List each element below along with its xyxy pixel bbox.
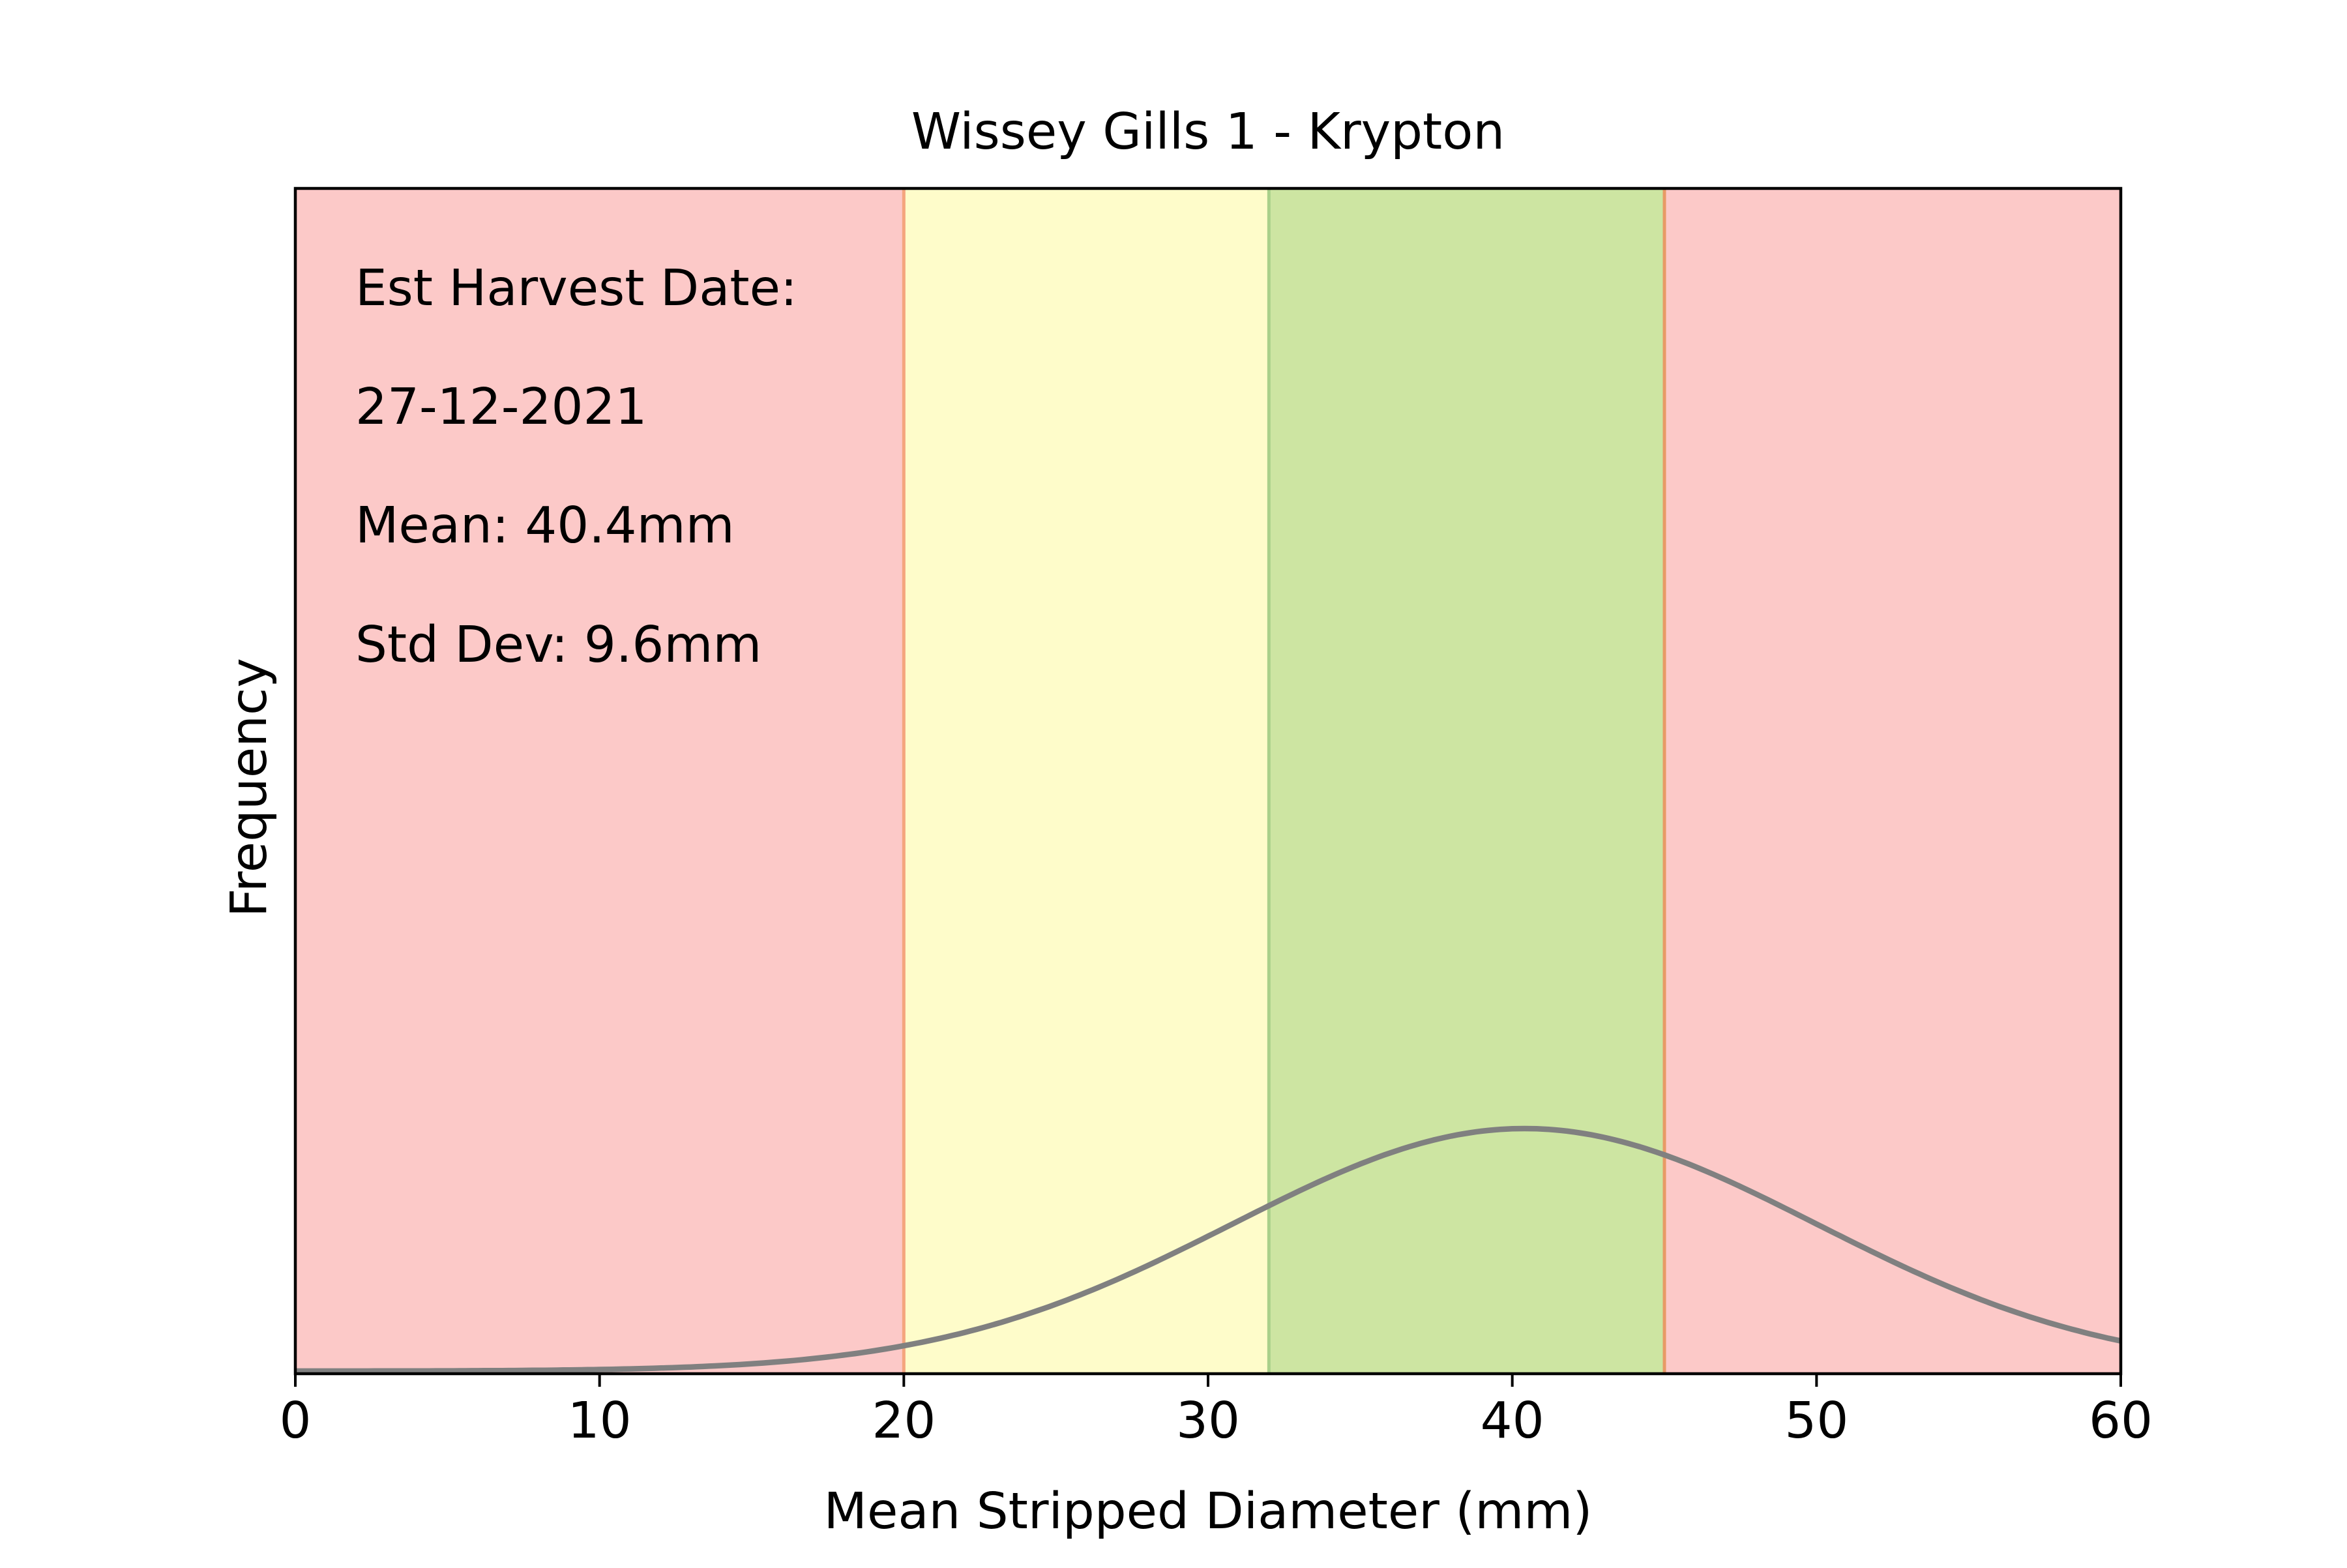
x-axis-label: Mean Stripped Diameter (mm) bbox=[824, 1483, 1593, 1541]
x-tick-label-10: 10 bbox=[568, 1392, 632, 1450]
x-tick-label-30: 30 bbox=[1176, 1392, 1240, 1450]
x-tick-label-50: 50 bbox=[1784, 1392, 1848, 1450]
y-axis-label: Frequency bbox=[220, 658, 278, 917]
band-0 bbox=[295, 188, 904, 1374]
band-layer bbox=[295, 188, 2121, 1374]
x-tick-label-20: 20 bbox=[872, 1392, 936, 1450]
annotation-harvest-label: Est Harvest Date: bbox=[355, 259, 797, 318]
distribution-curve bbox=[295, 1125, 2121, 1374]
band-3 bbox=[1664, 188, 2121, 1374]
annotation-std-dev: Std Dev: 9.6mm bbox=[355, 616, 761, 674]
band-1 bbox=[904, 188, 1269, 1374]
x-tick-label-0: 0 bbox=[280, 1392, 312, 1450]
x-tick-label-60: 60 bbox=[2089, 1392, 2153, 1450]
band-2 bbox=[1269, 188, 1664, 1374]
annotation-mean: Mean: 40.4mm bbox=[355, 497, 735, 555]
curve-layer bbox=[295, 1125, 2121, 1374]
x-tick-label-40: 40 bbox=[1481, 1392, 1544, 1450]
chart-title: Wissey Gills 1 - Krypton bbox=[911, 103, 1505, 161]
x-axis-ticks: 0 10 20 30 40 50 60 bbox=[280, 1374, 2153, 1450]
annotation-harvest-date: 27-12-2021 bbox=[355, 378, 647, 436]
